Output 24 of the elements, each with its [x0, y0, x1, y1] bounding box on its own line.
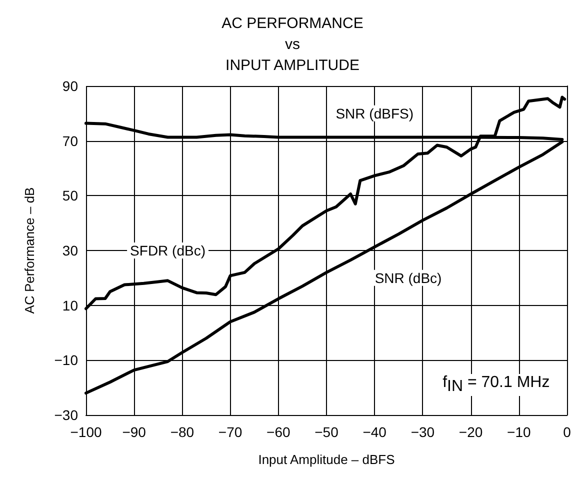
series-label: SNR (dBc)	[374, 270, 442, 286]
y-tick-label: 70	[62, 132, 78, 149]
y-tick-label: 10	[62, 297, 78, 314]
x-tick-label: −100	[70, 424, 102, 440]
x-tick-label: −30	[410, 424, 435, 440]
series-label: SNR (dBFS)	[336, 105, 414, 122]
y-axis-title: AC Performance – dB	[22, 187, 37, 314]
x-tick-label: −20	[458, 424, 483, 440]
x-tick-label: −40	[362, 424, 387, 440]
x-tick-label: −10	[507, 424, 531, 440]
x-tick-label: −70	[218, 424, 242, 440]
x-tick-label: −50	[314, 424, 339, 440]
x-axis-title: Input Amplitude – dBFS	[258, 452, 396, 467]
chart-title: AC PERFORMANCE vs INPUT AMPLITUDE	[222, 15, 364, 74]
series-label: SFDR (dBc)	[130, 242, 206, 258]
y-tick-label: 30	[62, 242, 78, 258]
x-tick-label: −90	[122, 424, 146, 440]
x-tick-label: 0	[563, 424, 572, 440]
y-tick-label: −10	[54, 352, 78, 368]
x-tick-label: −80	[170, 424, 194, 440]
x-tick-label: −60	[266, 424, 290, 440]
y-tick-label: 50	[62, 188, 78, 204]
y-tick-label: 90	[62, 78, 78, 94]
y-tick-label: −30	[54, 407, 78, 423]
